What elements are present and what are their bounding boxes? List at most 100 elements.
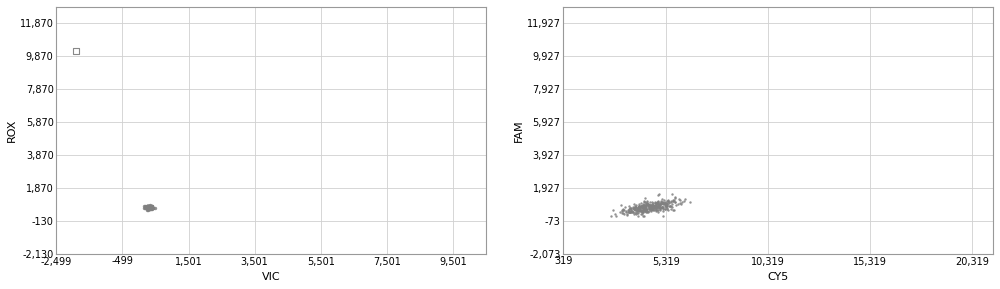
Point	[663, 199, 679, 204]
Point	[645, 204, 661, 209]
Point	[144, 206, 160, 211]
Point	[641, 203, 657, 208]
Point	[645, 201, 661, 205]
Point	[144, 205, 160, 210]
Point	[615, 207, 631, 211]
Point	[139, 205, 155, 210]
Point	[142, 207, 158, 211]
Point	[138, 205, 154, 210]
Point	[142, 207, 158, 211]
Point	[631, 204, 647, 208]
Point	[140, 204, 156, 208]
Point	[143, 206, 159, 210]
Point	[628, 203, 644, 208]
Point	[652, 207, 668, 212]
Point	[646, 204, 662, 209]
Point	[665, 198, 681, 203]
Point	[642, 203, 658, 207]
Point	[640, 201, 656, 206]
Point	[665, 199, 681, 203]
Point	[631, 206, 647, 210]
Point	[642, 205, 658, 210]
Point	[636, 204, 652, 208]
Point	[643, 203, 659, 208]
Point	[136, 203, 152, 208]
Point	[140, 207, 156, 211]
Point	[624, 210, 640, 215]
Point	[633, 203, 649, 208]
Point	[623, 208, 639, 212]
Point	[657, 201, 673, 206]
Point	[663, 207, 679, 211]
Point	[623, 206, 639, 211]
Point	[616, 208, 632, 212]
Point	[649, 205, 665, 210]
Point	[633, 209, 649, 214]
Point	[639, 207, 655, 211]
Point	[622, 209, 638, 214]
Point	[631, 203, 647, 208]
Point	[682, 200, 698, 204]
Point	[635, 204, 651, 209]
Point	[640, 202, 656, 206]
Point	[621, 207, 637, 212]
Point	[637, 203, 653, 207]
Point	[664, 201, 680, 206]
Point	[633, 211, 649, 216]
Point	[621, 210, 637, 214]
Point	[638, 206, 654, 211]
Point	[631, 205, 647, 209]
Point	[662, 204, 678, 208]
Point	[612, 209, 628, 214]
Point	[141, 205, 157, 210]
Point	[634, 205, 650, 210]
Point	[649, 203, 665, 208]
Point	[141, 203, 157, 208]
Point	[607, 212, 623, 216]
Point	[622, 210, 638, 215]
Point	[653, 199, 669, 204]
Point	[654, 205, 670, 210]
Point	[143, 204, 159, 208]
Point	[139, 203, 155, 208]
Point	[641, 204, 657, 208]
Point	[638, 208, 654, 212]
Point	[136, 206, 152, 211]
Point	[632, 208, 648, 212]
Point	[645, 203, 661, 208]
Point	[670, 201, 686, 206]
Point	[613, 203, 629, 208]
Point	[643, 209, 659, 213]
Point	[140, 205, 156, 209]
Point	[614, 209, 630, 214]
Point	[660, 199, 676, 203]
Point	[650, 206, 666, 210]
Point	[142, 203, 158, 207]
Point	[635, 207, 651, 212]
Point	[140, 205, 156, 210]
Point	[650, 207, 666, 212]
Point	[142, 205, 158, 210]
Point	[626, 207, 642, 212]
Point	[651, 204, 667, 208]
Point	[641, 204, 657, 209]
Point	[654, 197, 670, 201]
Point	[141, 205, 157, 209]
Point	[642, 203, 658, 207]
Point	[627, 205, 643, 210]
Point	[142, 206, 158, 211]
Point	[141, 205, 157, 209]
Point	[144, 206, 160, 211]
Point	[654, 204, 670, 209]
Point	[642, 204, 658, 208]
Point	[140, 206, 156, 210]
Point	[653, 199, 669, 203]
Point	[638, 204, 654, 209]
Point	[642, 200, 658, 204]
Point	[621, 207, 637, 212]
Point	[635, 208, 651, 212]
Point	[143, 205, 159, 210]
Point	[625, 210, 641, 214]
Point	[140, 206, 156, 211]
Point	[140, 204, 156, 209]
